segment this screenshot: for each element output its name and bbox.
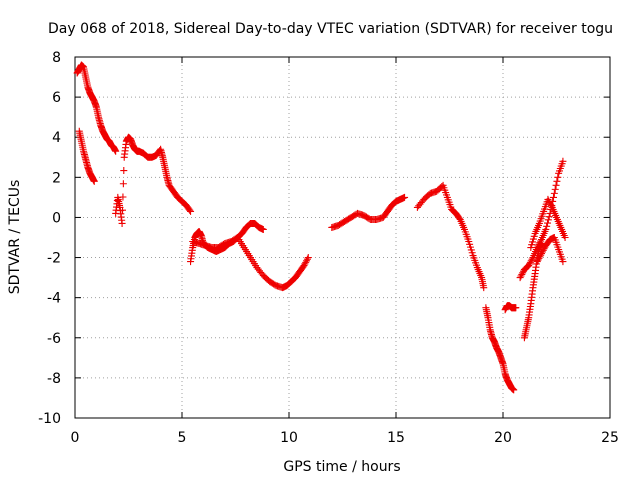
series-arc-k — [520, 240, 546, 342]
series-arc-b — [75, 127, 98, 185]
y-tick-label: -10 — [38, 411, 61, 427]
data-point — [401, 193, 409, 201]
x-tick-label: 5 — [178, 430, 187, 446]
data-points — [73, 61, 569, 394]
data-point — [538, 240, 546, 248]
data-point — [301, 260, 309, 268]
data-point — [512, 304, 520, 312]
tick-labels: 0 5 10 15 20 25 -10 -8 -6 -4 -2 0 2 4 6 8 — [38, 50, 619, 446]
plot-frame — [74, 56, 611, 419]
y-tick-label: 2 — [52, 170, 61, 186]
data-point — [545, 197, 553, 205]
data-point — [539, 246, 547, 254]
data-point — [525, 262, 533, 270]
x-tick-label: 25 — [601, 430, 619, 446]
x-tick-label: 10 — [280, 430, 298, 446]
y-tick-label: -4 — [47, 291, 61, 307]
series-arc-g — [413, 181, 488, 292]
chart-title: Day 068 of 2018, Sidereal Day-to-day VTE… — [48, 21, 613, 37]
grid-lines — [75, 57, 610, 418]
data-point — [535, 254, 543, 262]
data-point — [455, 214, 463, 222]
data-point — [546, 199, 554, 207]
x-tick-label: 0 — [71, 430, 80, 446]
data-point — [90, 177, 98, 185]
data-point — [545, 213, 553, 221]
data-point — [519, 269, 527, 277]
y-tick-label: 8 — [52, 50, 61, 66]
data-point — [303, 255, 311, 263]
data-point — [544, 195, 552, 203]
data-point — [538, 250, 546, 258]
data-point — [550, 193, 558, 201]
series-arc-l — [527, 195, 569, 252]
data-point — [119, 193, 127, 201]
data-point — [540, 245, 548, 253]
data-point — [112, 147, 120, 155]
y-tick-label: -8 — [47, 371, 61, 387]
series-arc-m — [533, 234, 567, 266]
axis-ticks — [74, 56, 611, 419]
data-point — [547, 202, 555, 210]
data-point — [547, 200, 555, 208]
data-point — [119, 206, 127, 214]
data-point — [516, 274, 524, 282]
data-point — [536, 253, 544, 261]
x-tick-label: 20 — [494, 430, 512, 446]
data-point — [533, 258, 541, 266]
data-point — [561, 234, 569, 241]
data-point — [303, 257, 311, 265]
data-point — [510, 386, 518, 394]
data-point — [118, 219, 126, 227]
data-point — [553, 177, 561, 185]
data-point — [534, 256, 542, 264]
y-tick-label: 6 — [52, 90, 61, 106]
data-point — [518, 270, 526, 278]
series-arc-e — [189, 234, 312, 292]
data-point — [526, 258, 534, 266]
data-point — [480, 284, 488, 292]
data-point — [119, 180, 127, 188]
data-point — [186, 206, 194, 214]
data-point — [543, 222, 551, 230]
data-point — [537, 251, 545, 259]
data-point — [551, 185, 559, 193]
y-axis-label: SDTVAR / TECUs — [7, 180, 23, 295]
data-point — [542, 225, 550, 233]
series-arc-c — [112, 133, 195, 227]
y-tick-label: 0 — [52, 210, 61, 226]
data-point — [259, 225, 267, 233]
data-point — [528, 255, 536, 263]
data-point — [187, 207, 195, 215]
series-arc-i — [501, 302, 520, 314]
x-axis-label: GPS time / hours — [283, 459, 400, 475]
data-point — [559, 258, 567, 266]
x-tick-label: 15 — [387, 430, 405, 446]
y-tick-label: -2 — [47, 251, 61, 267]
data-point — [120, 167, 128, 175]
data-point — [300, 262, 308, 270]
series-arc-f — [328, 193, 409, 231]
y-tick-label: -6 — [47, 331, 61, 347]
data-point — [550, 189, 558, 197]
y-tick-label: 4 — [52, 130, 61, 146]
data-point — [302, 258, 310, 266]
data-point — [552, 181, 560, 189]
data-point — [544, 219, 552, 227]
data-point — [559, 157, 567, 165]
data-point — [554, 173, 562, 181]
series-arc-a — [73, 61, 120, 155]
data-point — [304, 254, 312, 262]
series-arc-h — [482, 304, 518, 394]
data-point — [517, 272, 525, 280]
data-point — [544, 216, 552, 224]
data-point — [538, 248, 546, 256]
data-point — [526, 260, 534, 268]
